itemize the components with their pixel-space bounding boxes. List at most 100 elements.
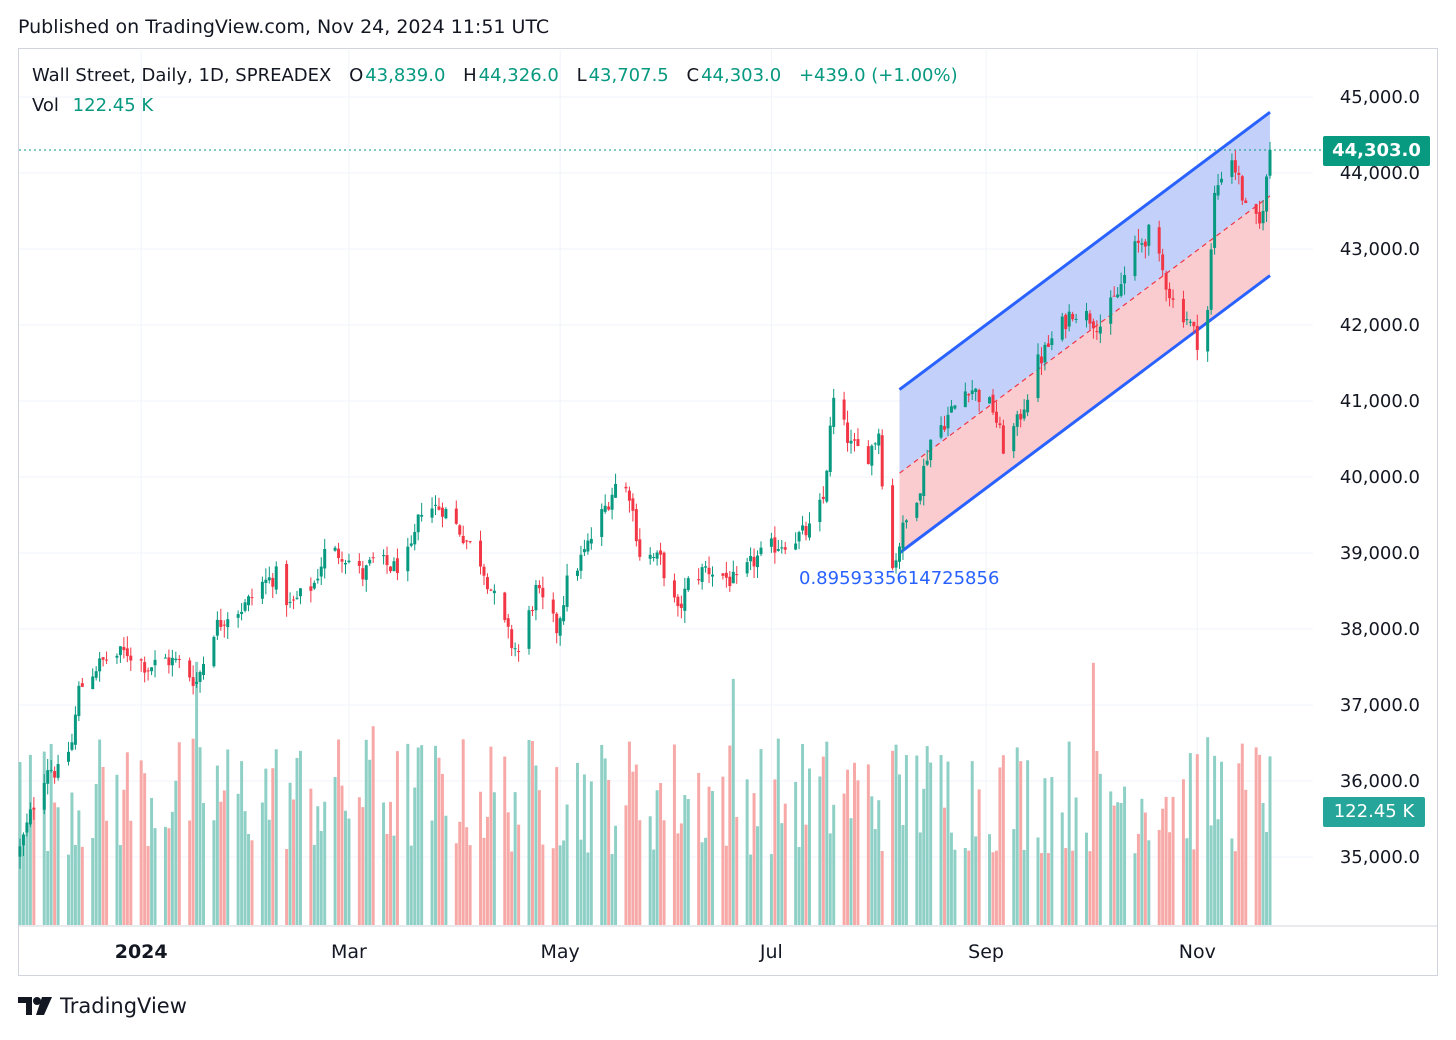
volume-bar <box>492 792 496 925</box>
volume-bar <box>316 806 320 925</box>
volume-bar <box>347 818 351 925</box>
candle-body <box>454 508 458 524</box>
candle-body <box>818 499 822 523</box>
volume-bar <box>170 811 174 925</box>
volume-bar <box>565 804 569 925</box>
volume-bar <box>222 790 226 925</box>
candle-body <box>312 582 316 589</box>
volume-bar <box>1019 761 1023 925</box>
volume-bar <box>1039 853 1043 925</box>
candle-body <box>195 681 199 684</box>
volume-bar <box>177 742 181 925</box>
volume-bar <box>66 854 70 925</box>
candle-body <box>724 572 728 578</box>
candle-body <box>101 657 105 660</box>
volume-bar <box>797 847 801 925</box>
volume-bar <box>143 773 147 925</box>
candle-body <box>437 506 441 510</box>
volume-bar <box>977 789 981 925</box>
candle-body <box>1112 295 1116 297</box>
volume-bar <box>1185 838 1189 925</box>
volume-bar <box>430 820 434 925</box>
volume-bar <box>94 784 98 925</box>
candle-body <box>395 558 399 574</box>
volume-bar <box>295 757 299 925</box>
candle-body <box>1240 176 1244 201</box>
volume-bar <box>513 792 517 925</box>
volume-bar <box>1123 786 1127 925</box>
candle-body <box>42 782 46 810</box>
volume-bar <box>1036 837 1040 925</box>
candle-body <box>1185 319 1189 321</box>
candle-body <box>153 659 157 666</box>
x-tick-label: Mar <box>331 941 367 963</box>
candle-body <box>191 677 195 686</box>
candle-body <box>413 531 417 545</box>
volume-bar <box>783 803 787 925</box>
candle-body <box>600 509 604 537</box>
high-label: H <box>463 65 477 86</box>
candle-body <box>198 672 202 682</box>
candle-body <box>1188 321 1192 323</box>
volume-bar <box>638 820 642 925</box>
candle-body <box>1136 240 1140 243</box>
candle-body <box>250 597 254 599</box>
candle-body <box>870 445 874 466</box>
candle-body <box>21 834 25 846</box>
volume-bar <box>250 840 254 925</box>
volume-bar <box>21 843 25 925</box>
candle-body <box>316 578 320 581</box>
volume-bar <box>101 767 105 925</box>
volume-bar <box>91 838 95 925</box>
candle-body <box>1095 331 1099 333</box>
candle-body <box>292 599 296 601</box>
tradingview-brand[interactable]: TradingView <box>18 994 187 1018</box>
candle-body <box>1213 192 1217 248</box>
candle-body <box>610 494 614 510</box>
candle-body <box>967 394 971 396</box>
candle-body <box>115 655 119 658</box>
candle-body <box>32 807 36 810</box>
candle-body <box>91 676 95 690</box>
candle-body <box>219 620 223 627</box>
volume-bar <box>603 758 607 925</box>
candle-body <box>1268 149 1272 176</box>
volume-bar <box>1209 825 1213 925</box>
candle-body <box>434 504 438 506</box>
candle-body <box>163 657 167 659</box>
volume-bar <box>1265 831 1269 925</box>
candle-body <box>998 423 1002 425</box>
candle-body <box>562 605 566 622</box>
candle-body <box>18 846 22 857</box>
volume-bar <box>756 826 760 925</box>
volume-bar <box>1015 747 1019 925</box>
candle-body <box>319 566 323 577</box>
volume-bar <box>122 789 126 925</box>
volume-bar <box>195 661 199 925</box>
candle-body <box>804 526 808 536</box>
volume-bars <box>18 661 1272 925</box>
candle-body <box>468 541 472 543</box>
candle-body <box>721 573 725 576</box>
candle-body <box>655 552 659 559</box>
volume-bar <box>288 782 292 925</box>
candle-body <box>728 576 732 587</box>
volume-bar <box>267 819 271 925</box>
volume-bar <box>700 842 704 925</box>
volume-bar <box>219 801 223 925</box>
candle-body <box>856 439 860 447</box>
volume-bar <box>943 807 947 925</box>
candle-body <box>440 507 444 517</box>
volume-bar <box>939 755 943 925</box>
y-tick-label: 37,000.0 <box>1340 695 1420 716</box>
volume-bar <box>1206 737 1210 925</box>
volume-bar <box>285 849 289 925</box>
regression-channel[interactable] <box>898 110 1271 555</box>
candle-body <box>679 603 683 608</box>
volume-bar <box>198 747 202 925</box>
volume-bar <box>607 779 611 925</box>
candle-body <box>309 586 313 591</box>
candle-body <box>202 663 206 675</box>
candle-body <box>589 538 593 544</box>
